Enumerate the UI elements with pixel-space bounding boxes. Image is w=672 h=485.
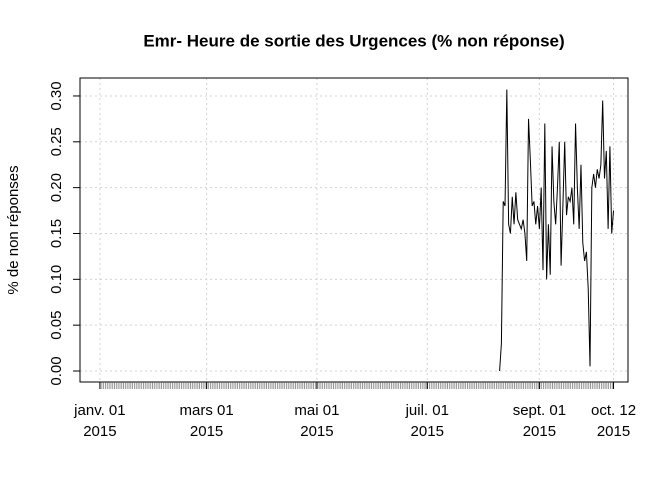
x-tick-label: 2015 [83,423,116,440]
x-tick-label: mai 01 [294,402,339,419]
y-tick-label: 0.25 [48,127,65,156]
y-tick-label: 0.20 [48,173,65,202]
x-tick-label: 2015 [597,423,630,440]
y-tick-label: 0.00 [48,356,65,385]
grid [80,78,628,382]
x-tick-label: janv. 01 [73,402,125,419]
data-line [499,89,615,372]
x-tick-label: juil. 01 [405,402,449,419]
chart-title: Emr- Heure de sortie des Urgences (% non… [143,31,564,50]
y-tick-label: 0.15 [48,219,65,248]
y-axis-label: % de non réponses [5,165,22,294]
x-tick-label: oct. 12 [591,402,636,419]
y-tick-label: 0.05 [48,311,65,340]
x-tick-label: mars 01 [180,402,234,419]
x-tick-label: 2015 [411,423,444,440]
x-tick-label: 2015 [190,423,223,440]
x-tick-label: 2015 [523,423,556,440]
y-tick-label: 0.10 [48,265,65,294]
x-tick-label: sept. 01 [513,402,566,419]
x-tick-label: 2015 [300,423,333,440]
plot [499,89,615,372]
y-tick-label: 0.30 [48,81,65,110]
x-minor-ticks [99,382,614,389]
